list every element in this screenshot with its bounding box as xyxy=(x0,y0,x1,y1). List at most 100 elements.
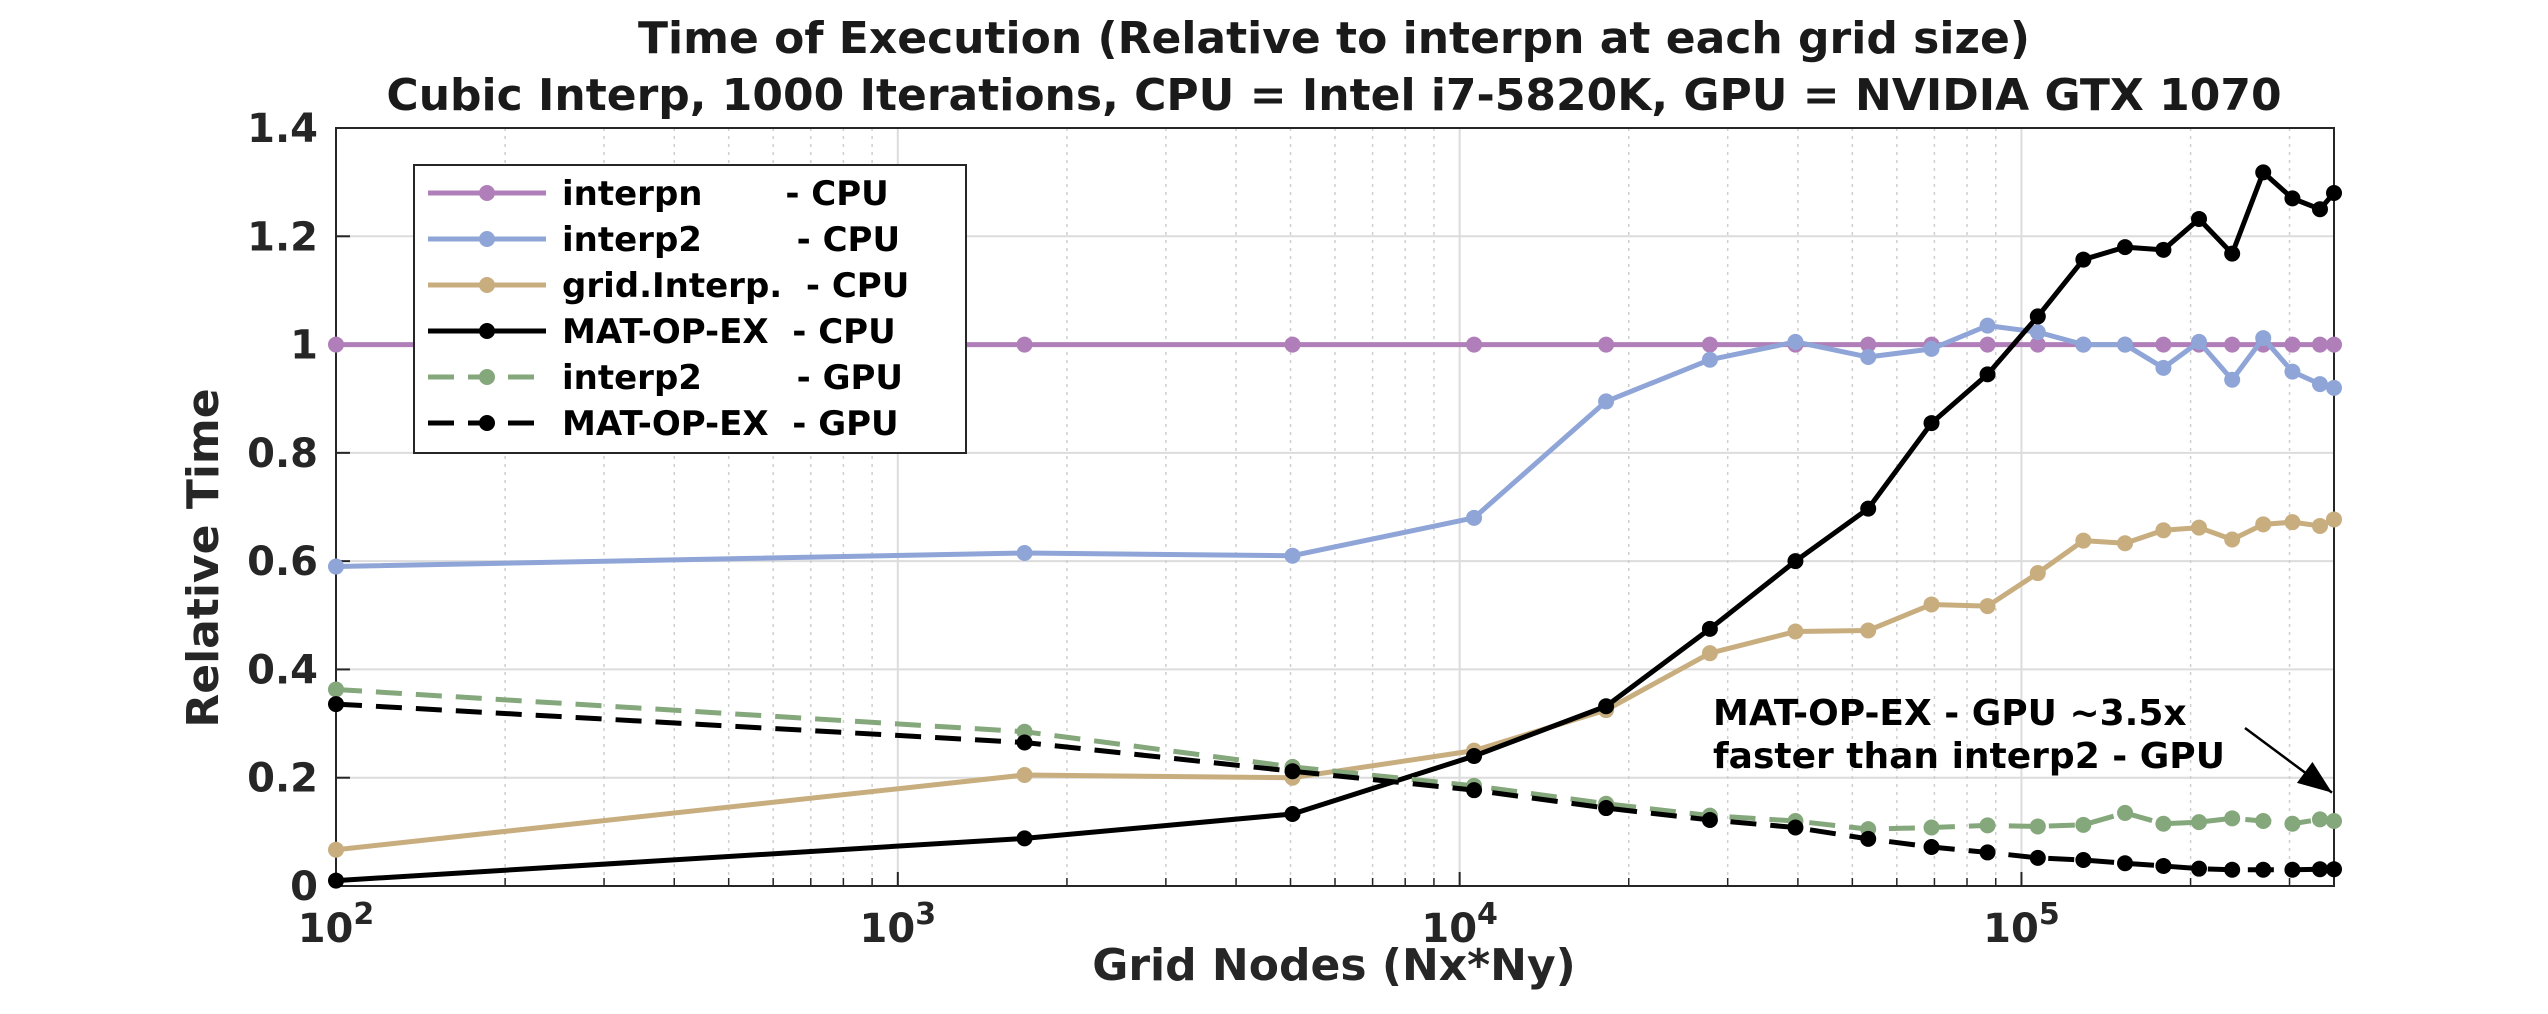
data-point xyxy=(1860,830,1877,847)
data-point xyxy=(2029,324,2046,341)
data-point xyxy=(1466,782,1483,799)
data-point xyxy=(2255,164,2272,181)
data-point xyxy=(1284,805,1301,822)
data-point xyxy=(1860,500,1877,517)
data-point xyxy=(1701,336,1718,353)
axis-ticks: 0 0.2 0.4 0.6 0.8 1 1.2 1.4 102 103 104 105 xyxy=(247,106,2291,952)
legend-label: grid.Interp. - CPU xyxy=(562,266,909,306)
data-point xyxy=(1466,336,1483,353)
data-point xyxy=(2284,363,2301,380)
data-point xyxy=(1923,415,1940,432)
legend-swatch-marker xyxy=(479,277,495,293)
data-point xyxy=(2224,531,2241,548)
annotation-line-1: MAT-OP-EX - GPU ~3.5x xyxy=(1713,693,2187,734)
data-point xyxy=(2029,565,2046,582)
data-point xyxy=(328,872,344,889)
data-point xyxy=(1979,336,1996,353)
legend-box xyxy=(413,164,967,454)
data-point xyxy=(2311,861,2328,878)
data-point xyxy=(1701,620,1718,637)
data-point xyxy=(1016,336,1033,353)
data-point xyxy=(1598,393,1615,410)
x-tick-label: 103 xyxy=(860,897,937,952)
y-tick-label: 0 xyxy=(290,864,318,910)
y-tick-label: 0.2 xyxy=(247,756,318,802)
data-point xyxy=(2155,359,2172,376)
data-point xyxy=(2117,855,2134,872)
data-point xyxy=(1923,596,1940,613)
data-point xyxy=(1466,748,1483,765)
data-point xyxy=(1284,763,1301,780)
series-4 xyxy=(328,164,2342,889)
annotation-line-2: faster than interp2 - GPU xyxy=(1713,736,2225,777)
data-point xyxy=(1979,817,1996,834)
data-point xyxy=(2075,816,2092,833)
series-6 xyxy=(328,696,2342,878)
data-point xyxy=(1979,598,1996,615)
legend-label: interp2 - CPU xyxy=(562,220,900,260)
y-tick-label: 0.6 xyxy=(247,539,318,585)
data-point xyxy=(2117,804,2134,821)
chart-subtitle: Cubic Interp, 1000 Iterations, CPU = Int… xyxy=(386,70,2281,121)
legend: interpn - CPU interp2 - CPU grid.Interp. -… xyxy=(413,164,967,454)
data-point xyxy=(1701,811,1718,828)
data-point xyxy=(2155,815,2172,832)
data-point xyxy=(2284,514,2301,531)
data-point xyxy=(2284,336,2301,353)
data-point xyxy=(1979,844,1996,861)
data-point xyxy=(2326,379,2342,396)
data-point xyxy=(1284,547,1301,564)
legend-label: MAT-OP-EX - CPU xyxy=(562,312,896,352)
data-point xyxy=(1016,830,1033,847)
annotation-arrow-head xyxy=(2296,761,2332,793)
data-point xyxy=(1701,645,1718,662)
data-point xyxy=(2191,814,2208,831)
data-point xyxy=(1923,819,1940,836)
data-series xyxy=(328,164,2342,889)
data-point xyxy=(328,696,344,713)
data-point xyxy=(328,681,344,698)
data-point xyxy=(1466,509,1483,526)
data-point xyxy=(1860,622,1877,639)
data-point xyxy=(2255,330,2272,347)
legend-label: MAT-OP-EX - GPU xyxy=(562,404,899,444)
data-point xyxy=(1979,366,1996,383)
legend-swatch-marker xyxy=(479,369,495,385)
data-point xyxy=(1016,767,1033,784)
data-point xyxy=(2029,336,2046,353)
data-point xyxy=(1860,336,1877,353)
data-point xyxy=(2191,210,2208,227)
data-point xyxy=(2326,336,2342,353)
data-point xyxy=(1923,340,1940,357)
series-line xyxy=(335,169,2336,884)
y-tick-label: 1.4 xyxy=(247,106,318,152)
data-point xyxy=(2155,522,2172,539)
data-point xyxy=(1598,800,1615,817)
data-point xyxy=(1701,351,1718,368)
data-point xyxy=(1787,623,1804,640)
data-point xyxy=(328,336,344,353)
data-point xyxy=(2075,336,2092,353)
data-point xyxy=(2029,818,2046,835)
data-point xyxy=(2075,852,2092,869)
data-point xyxy=(2075,532,2092,549)
data-point xyxy=(2255,516,2272,533)
data-point xyxy=(2255,813,2272,830)
data-point xyxy=(2029,308,2046,325)
data-point xyxy=(2155,857,2172,874)
data-point xyxy=(2117,239,2134,256)
data-point xyxy=(2284,815,2301,832)
y-tick-label: 0.8 xyxy=(247,431,318,477)
data-point xyxy=(2224,245,2241,262)
data-point xyxy=(1016,734,1033,751)
data-point xyxy=(1787,553,1804,570)
legend-label: interpn - CPU xyxy=(562,174,889,214)
series-3 xyxy=(328,511,2342,858)
data-point xyxy=(2311,336,2328,353)
y-axis-label: Relative Time xyxy=(178,388,229,727)
data-point xyxy=(2224,810,2241,827)
chart-title: Time of Execution (Relative to interpn a… xyxy=(638,13,2030,64)
data-point xyxy=(1598,336,1615,353)
data-point xyxy=(2029,849,2046,866)
